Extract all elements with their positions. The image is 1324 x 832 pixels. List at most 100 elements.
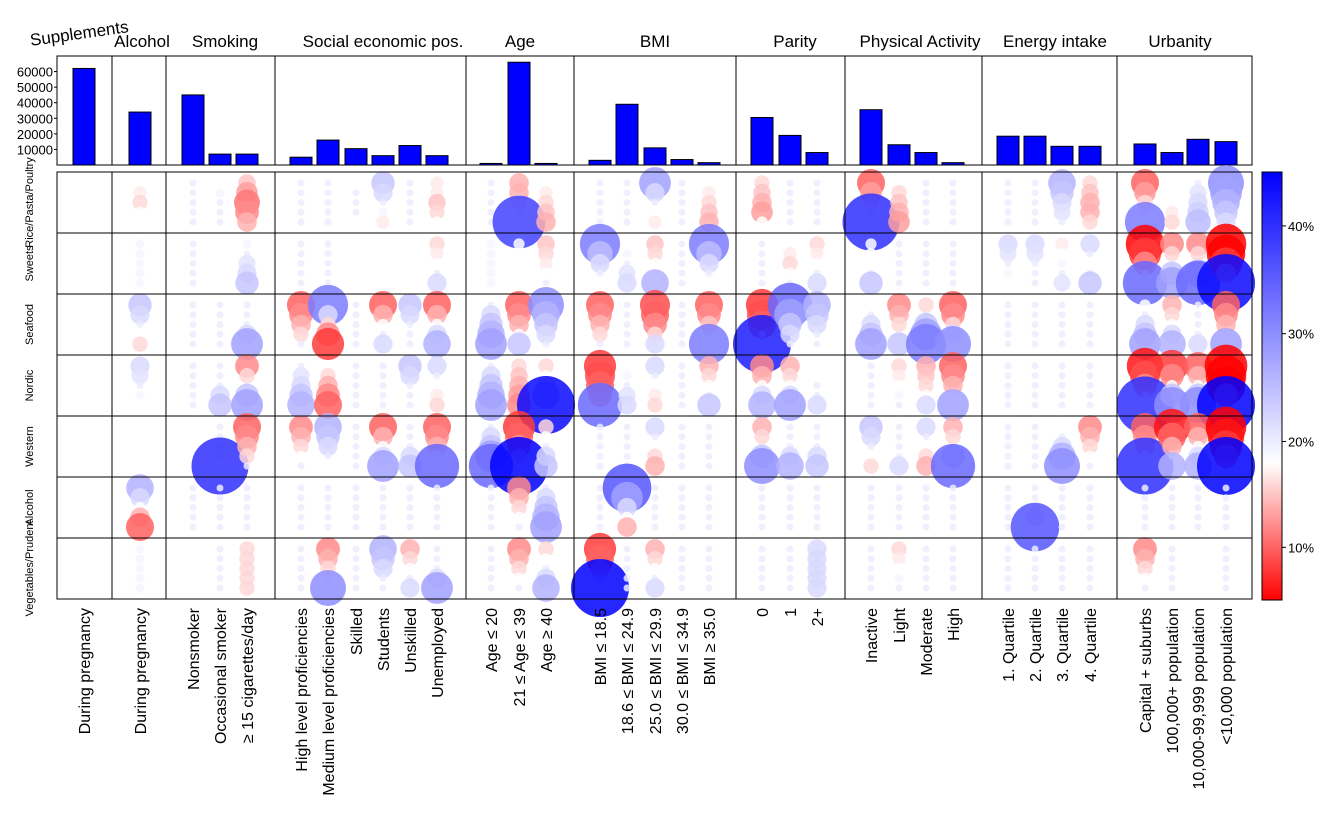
bubble (352, 321, 360, 328)
bubble (135, 583, 145, 593)
bubble (352, 372, 360, 380)
bubble (1222, 504, 1230, 511)
bubble (1166, 196, 1178, 209)
bubble (1004, 443, 1012, 450)
bubble (705, 484, 713, 492)
bubble (786, 494, 794, 502)
bubble (813, 484, 821, 492)
bubble (78, 299, 90, 311)
bubble (1031, 401, 1039, 409)
bubble (297, 199, 305, 206)
bubble (216, 362, 224, 370)
bubble (78, 187, 90, 199)
bar (643, 147, 667, 166)
bubble (540, 267, 552, 279)
bubble (922, 208, 930, 216)
bubble (590, 253, 610, 274)
bubble (922, 240, 930, 248)
bar (344, 148, 368, 166)
bubble (922, 189, 930, 197)
bubble (649, 206, 661, 218)
bubble (1086, 484, 1094, 492)
bubble (922, 484, 930, 492)
bubble (1053, 274, 1071, 292)
bubble (352, 504, 360, 511)
bubble (297, 218, 305, 226)
bubble (352, 484, 360, 492)
category-label: 1. Quartile (1001, 608, 1018, 682)
bubble (1086, 340, 1094, 348)
bubble (216, 321, 224, 328)
bubble (623, 555, 631, 563)
bubble (515, 584, 523, 592)
bubble (596, 218, 604, 226)
bubble (623, 340, 631, 348)
bubble (406, 484, 414, 492)
bubble (78, 450, 90, 462)
bubble (705, 423, 713, 431)
bubble (1082, 438, 1098, 455)
bubble (324, 199, 332, 206)
bubble (1086, 301, 1094, 309)
bubble (786, 340, 794, 348)
bubble (406, 179, 414, 187)
bubble (678, 484, 686, 492)
bubble (748, 391, 776, 419)
bubble (78, 399, 90, 411)
bubble (1058, 330, 1066, 338)
bubble (297, 545, 305, 553)
bubble (406, 433, 414, 441)
bubble (922, 250, 930, 258)
bubble (1164, 246, 1180, 262)
bubble (187, 440, 199, 453)
bubble (678, 330, 686, 338)
bubble (1141, 584, 1149, 592)
bubble (352, 574, 360, 582)
bubble (930, 443, 976, 489)
bubble (651, 372, 659, 380)
bubble (239, 368, 255, 384)
bubble (1141, 494, 1149, 502)
bar (615, 103, 639, 166)
bubble (623, 574, 631, 582)
bubble (1086, 330, 1094, 338)
bubble (859, 271, 883, 295)
bubble (78, 360, 90, 372)
bubble (430, 247, 444, 261)
bar (289, 156, 313, 166)
bar (128, 111, 152, 166)
bubble (1003, 268, 1013, 278)
bubble (867, 523, 875, 531)
bar (887, 144, 911, 166)
bubble (475, 328, 507, 360)
bubble (867, 484, 875, 492)
bubble (126, 513, 154, 542)
bubble (786, 423, 794, 431)
bubble (406, 330, 414, 338)
category-label: 21 ≤ Age ≤ 39 (512, 608, 529, 707)
bubble (189, 372, 197, 380)
bubble (1004, 433, 1012, 441)
bubble (427, 273, 447, 293)
bubble (1004, 545, 1012, 553)
bubble (243, 462, 251, 470)
bubble (216, 423, 224, 431)
category-label: High (946, 608, 963, 641)
bubble (1197, 254, 1255, 313)
bubble (1004, 199, 1012, 206)
bubble (216, 340, 224, 348)
bubble (135, 554, 145, 564)
bubble (1058, 513, 1066, 521)
bubble (571, 559, 629, 618)
bubble (1192, 582, 1204, 594)
bubble (189, 250, 197, 258)
bubble (542, 279, 550, 287)
category-label: ≥ 15 cigarettes/day (240, 608, 257, 743)
bubble (678, 443, 686, 450)
row-label: Alcohol (24, 489, 36, 525)
bubble (352, 452, 360, 460)
bubble (758, 545, 766, 553)
bubble (134, 206, 146, 218)
bubble (1004, 565, 1012, 572)
